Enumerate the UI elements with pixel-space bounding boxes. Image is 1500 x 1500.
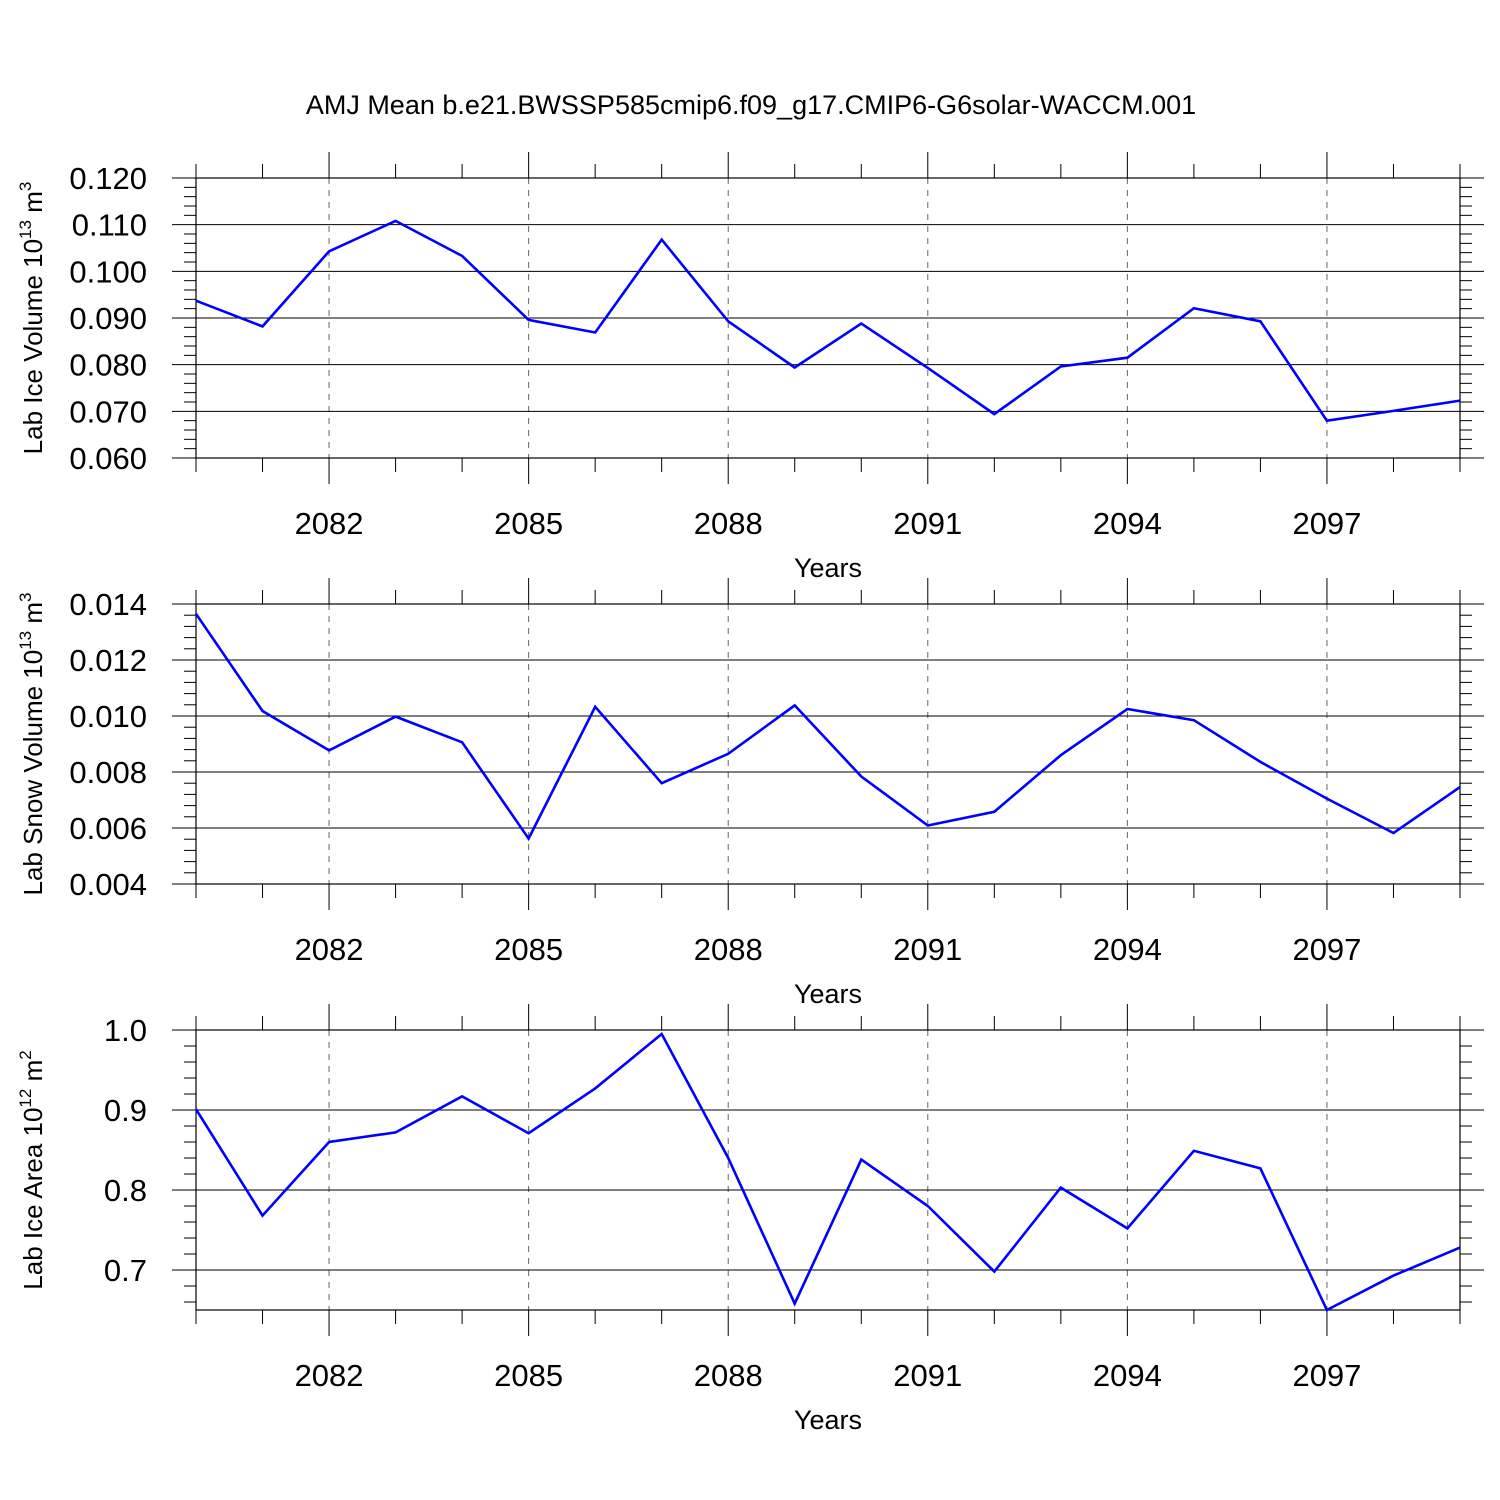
x-tick-label: 2088	[694, 1358, 763, 1393]
panel-3: 0.7 0.8 0.9 1.0 2082 2085 2088 2091 2094 2097 Year…	[16, 1004, 1484, 1435]
y-tick-label: 0.006	[69, 811, 147, 846]
plot-frame	[195, 1029, 1461, 1311]
plot-frame	[195, 177, 1461, 459]
y-tick-label: 0.110	[72, 208, 147, 243]
y-axis-label-part: m	[18, 191, 48, 220]
x-tick-label: 2088	[694, 506, 763, 541]
panel-2: 0.004 0.006 0.008 0.010 0.012 0.014 2082 2085 20…	[16, 578, 1484, 1009]
y-axis-label-part: 3	[16, 592, 35, 601]
x-tick-label: 2085	[494, 932, 563, 967]
x-tick-label: 2085	[494, 1358, 563, 1393]
y-axis-label-part: Lab Ice Volume 10	[18, 239, 48, 454]
x-tick-label: 2091	[893, 932, 962, 967]
chart-title: AMJ Mean b.e21.BWSSP585cmip6.f09_g17.CMI…	[306, 90, 1196, 120]
x-tick-label: 2097	[1292, 932, 1361, 967]
y-tick-label: 0.090	[69, 301, 147, 336]
y-tick-label: 0.014	[69, 587, 147, 622]
y-tick-label: 0.100	[69, 254, 147, 289]
y-tick-label: 0.012	[69, 643, 147, 678]
x-axis-label: Years	[794, 979, 862, 1009]
x-tick-label: 2097	[1292, 506, 1361, 541]
series-line	[194, 613, 1461, 842]
y-axis-label: Lab Snow Volume 1013 m3	[16, 592, 48, 895]
y-axis-label-part: 13	[16, 220, 35, 239]
x-tick-label: 2094	[1093, 506, 1162, 541]
x-tick-label: 2082	[295, 1358, 364, 1393]
x-tick-label: 2094	[1093, 1358, 1162, 1393]
y-axis-label-part: 13	[16, 631, 35, 650]
y-tick-label: 0.008	[69, 755, 147, 790]
plot-frame	[195, 603, 1461, 885]
x-tick-label: 2094	[1093, 932, 1162, 967]
series-line	[194, 1031, 1461, 1312]
y-tick-label: 1.0	[104, 1013, 147, 1048]
y-axis-label: Lab Ice Area 1012 m2	[16, 1050, 48, 1289]
x-tick-label: 2082	[295, 932, 364, 967]
x-axis-label: Years	[794, 553, 862, 583]
y-tick-label: 0.080	[69, 348, 147, 383]
y-tick-label: 0.7	[104, 1253, 147, 1288]
y-tick-label: 0.010	[69, 699, 147, 734]
panel-1: 0.060 0.070 0.080 0.090 0.100 0.110 0.120 2082 2…	[16, 152, 1484, 583]
y-tick-label: 0.120	[69, 161, 147, 196]
y-axis-label: Lab Ice Volume 1013 m3	[16, 182, 48, 455]
y-axis-label-part: m	[18, 602, 48, 631]
x-tick-label: 2082	[295, 506, 364, 541]
y-axis-label-part: 3	[16, 182, 35, 191]
y-axis-label-part: Lab Snow Volume 10	[18, 650, 48, 896]
series-line	[195, 219, 1461, 423]
x-tick-label: 2085	[494, 506, 563, 541]
y-tick-label: 0.004	[69, 867, 147, 902]
x-axis-label: Years	[794, 1405, 862, 1435]
x-tick-label: 2097	[1292, 1358, 1361, 1393]
y-tick-label: 0.070	[69, 394, 147, 429]
y-axis-label-part: 12	[16, 1089, 35, 1108]
y-tick-label: 0.8	[104, 1173, 147, 1208]
y-tick-label: 0.9	[104, 1093, 147, 1128]
y-axis-label-part: m	[18, 1060, 48, 1089]
x-tick-label: 2088	[694, 932, 763, 967]
y-axis-label-part: 2	[16, 1050, 35, 1059]
x-tick-label: 2091	[893, 506, 962, 541]
x-tick-label: 2091	[893, 1358, 962, 1393]
y-axis-label-part: Lab Ice Area 10	[18, 1108, 48, 1290]
y-tick-label: 0.060	[69, 441, 147, 476]
